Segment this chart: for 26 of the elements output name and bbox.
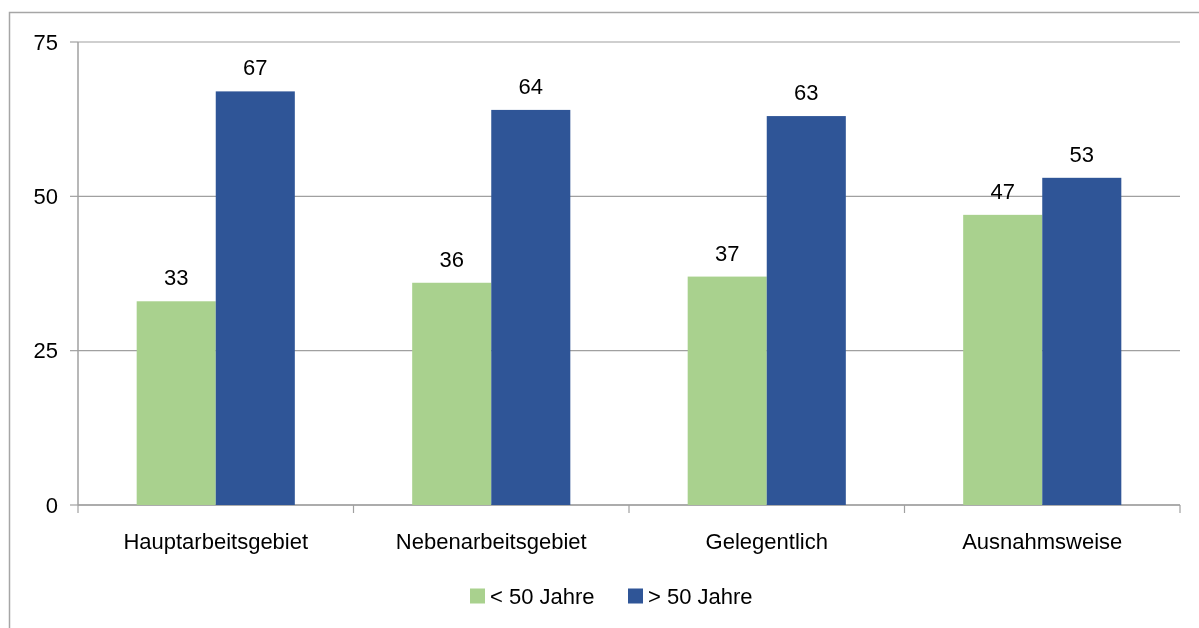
data-label: 64	[518, 73, 544, 99]
legend-label: < 50 Jahre	[490, 583, 595, 609]
y-tick-label: 75	[33, 29, 58, 55]
bar	[136, 301, 216, 505]
bar	[215, 91, 295, 505]
data-label: 33	[163, 265, 189, 291]
data-label: 53	[1069, 141, 1095, 167]
data-label: 37	[714, 240, 740, 266]
y-tick-label: 0	[45, 492, 58, 518]
bar	[412, 282, 492, 505]
legend-label: > 50 Jahre	[648, 583, 753, 609]
bar	[963, 214, 1043, 505]
data-label: 63	[794, 80, 819, 106]
bar	[687, 276, 767, 505]
x-tick-label: Hauptarbeitsgebiet	[123, 528, 309, 554]
bar	[491, 109, 571, 505]
bar	[1042, 177, 1122, 505]
data-label: 67	[243, 55, 268, 81]
bar	[766, 116, 846, 505]
x-tick-label: Nebenarbeitsgebiet	[395, 528, 587, 554]
data-label: 36	[439, 246, 464, 272]
x-tick-label: Ausnahmsweise	[962, 528, 1123, 554]
y-tick-label: 50	[33, 184, 58, 210]
y-tick-label: 25	[33, 338, 58, 364]
data-label: 47	[990, 178, 1015, 204]
x-tick-label: Gelegentlich	[705, 528, 828, 554]
